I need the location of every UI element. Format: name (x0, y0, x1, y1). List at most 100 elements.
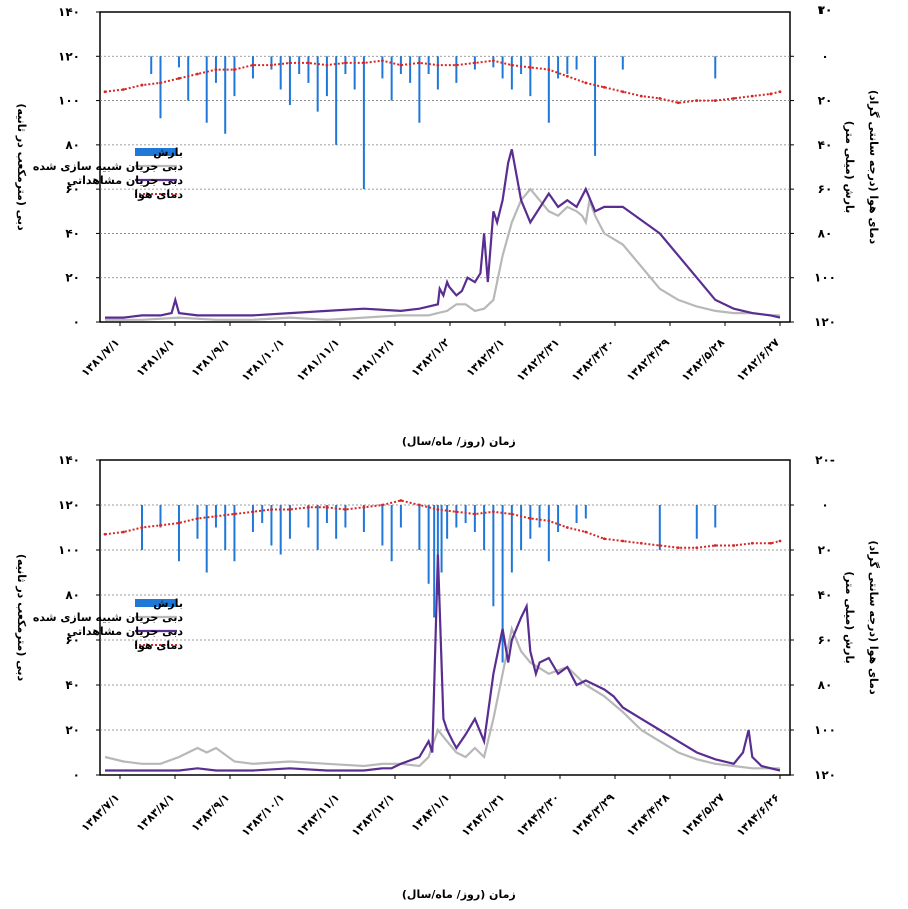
temperature-point (288, 508, 292, 511)
y-right-tick-label: ۱۲۰ (814, 315, 836, 329)
temperature-point (491, 510, 495, 514)
temperature-point (103, 532, 107, 536)
temperature-point (565, 526, 569, 529)
temperature-point (473, 512, 477, 516)
x-ticks: ۱۳۸۱/۷/۱ ۱۳۸۱/۸/۱ ۱۳۸۱/۹/۱ ۱۳۸۱/۱۰/۱ ۱۳۸۱/۱۱… (79, 322, 782, 384)
simulated-line (105, 187, 780, 321)
x-tick-label: ۱۳۸۲/۵/۲۸ (679, 336, 727, 384)
temperature-point (159, 523, 162, 527)
temperature-point (288, 61, 292, 65)
temperature-point (473, 61, 477, 65)
temperature-point (676, 101, 680, 105)
temperature-point (103, 90, 107, 94)
temperature-point (380, 503, 384, 507)
series-precipitation (140, 505, 717, 663)
y-right-ticks: ۰ ۲۰ ۴۰ ۶۰ ۸۰ ۱۰۰ ۱۲۰ ۲۰- (790, 453, 836, 782)
y-left-tick-label: ۱۲۰ (58, 49, 80, 63)
temperature-point (750, 541, 754, 545)
temperature-point (565, 74, 569, 78)
temperature-point (417, 61, 421, 65)
y-left-tick-label: ۸۰ (65, 588, 80, 602)
x-tick-label: ۱۳۸۱/۸/۱ (134, 336, 177, 379)
y-left-tick-label: ۴۰ (65, 678, 80, 692)
y-left-ticks: ۰ ۲۰ ۴۰ ۶۰ ۸۰ ۱۰۰ ۱۲۰ ۱۴۰ (58, 5, 100, 329)
observed-line (105, 149, 781, 319)
legend-label: بارش (153, 597, 183, 610)
temperature-point (778, 539, 782, 543)
temperature-point (732, 544, 736, 547)
y-right-tick-label: ۴۰ (818, 138, 833, 152)
temperature-point (233, 512, 236, 516)
series-temperature (103, 499, 782, 550)
x-tick-label: ۱۳۸۲/۲/۱ (464, 336, 507, 379)
y-left-tick-label: ۸۰ (65, 138, 80, 152)
y-right-tick-label: ۱۰۰ (814, 723, 836, 737)
temperature-point (344, 508, 347, 511)
y-right-precip-axis-label: بارش (میلی متر) (843, 571, 856, 664)
plot-frame (99, 11, 791, 323)
temperature-point (584, 530, 588, 534)
x-tick-label: ۱۳۸۱/۱۲/۱ (349, 336, 397, 384)
x-tick-label: ۱۳۸۱/۱۰/۱ (239, 336, 287, 384)
temperature-point (621, 90, 625, 94)
temperature-point (584, 81, 588, 85)
temperature-point (251, 63, 255, 67)
legend-label: بارش (153, 146, 183, 159)
y-right-tick-label: ۸۰ (818, 226, 833, 240)
y-right-tick-label: ۸۰ (818, 678, 833, 692)
temperature-point (602, 537, 606, 541)
temperature-point (214, 68, 218, 71)
y-right-tick-label: ۶۰ (818, 182, 833, 196)
temperature-point (491, 59, 495, 63)
gridlines (100, 504, 790, 731)
y-right-temp-axis-label: دمای هوا (درجه سانتی گراد) (867, 540, 880, 695)
y-left-tick-label: ۱۲۰ (58, 498, 80, 512)
temperature-point (362, 505, 366, 509)
temperature-point (251, 510, 255, 514)
temperature-point (639, 541, 643, 545)
simulated-line (104, 625, 780, 770)
temperature-point (344, 61, 347, 65)
y-left-tick-label: ۶۰ (65, 182, 80, 196)
temperature-point (177, 521, 181, 525)
chart-panel-2: ۰ ۲۰ ۴۰ ۶۰ ۸۰ ۱۰۰ ۱۲۰ ۱۴۰ ۰ ۲۰ ۴۰ ۶۰ ۸۰ ۱۰۰ ۱۲۰ ۲۰- ۱۳۸۳… (15, 453, 880, 901)
y-left-tick-label: ۰ (73, 768, 80, 782)
x-tick-label: ۱۳۸۲/۳/۳۰ (569, 336, 617, 384)
y-right-tick-label: ۶۰ (818, 633, 833, 647)
legend-label: دبی جریان مشاهداتی (67, 625, 183, 638)
temperature-point (454, 63, 458, 67)
y-left-tick-label: ۱۴۰ (58, 453, 80, 467)
x-tick-label: ۱۳۸۲/۲/۳۱ (514, 336, 562, 384)
y-right-temp-tick-label: ۱۰ (818, 3, 833, 17)
temperature-point (602, 85, 606, 89)
legend-swatch-precipitation (135, 599, 177, 607)
temperature-point (454, 510, 458, 514)
temperature-point (658, 544, 662, 547)
x-tick-label: ۱۳۸۳/۱۲/۱ (349, 791, 397, 839)
temperature-point (122, 530, 125, 534)
series-precipitation (150, 56, 717, 190)
y-left-tick-label: ۰ (73, 315, 80, 329)
legend-label: دمای هوا (134, 188, 183, 201)
x-tick-label: ۱۳۸۴/۶/۲۶ (734, 791, 782, 839)
temperature-point (510, 512, 514, 516)
temperature-point (695, 546, 699, 550)
y-right-tick-label: ۴۰ (818, 588, 833, 602)
temperature-point (159, 81, 162, 85)
temperature-point (621, 539, 625, 543)
x-tick-label: ۱۳۸۴/۳/۲۹ (569, 791, 617, 839)
temperature-point (140, 83, 144, 87)
temperature-point (713, 99, 717, 102)
y-left-tick-label: ۱۰۰ (58, 543, 80, 557)
temperature-point (307, 505, 310, 509)
temperature-point (399, 499, 403, 502)
chart-panel-1: ۰۲۰۴۰۶۰۸۰۱۰۰۱۲۰۱۴۰۰۲۰۴۰۶۰۸۰۱۰۰۱۲۰۲۰۱۰۱۳۸… (15, 3, 880, 448)
temperature-point (307, 61, 310, 65)
temperature-point (676, 546, 680, 550)
temperature-point (639, 94, 643, 98)
temperature-line (104, 59, 781, 104)
temperature-point (713, 544, 717, 547)
y-right-precip-axis-label: بارش (میلی متر) (843, 121, 856, 214)
